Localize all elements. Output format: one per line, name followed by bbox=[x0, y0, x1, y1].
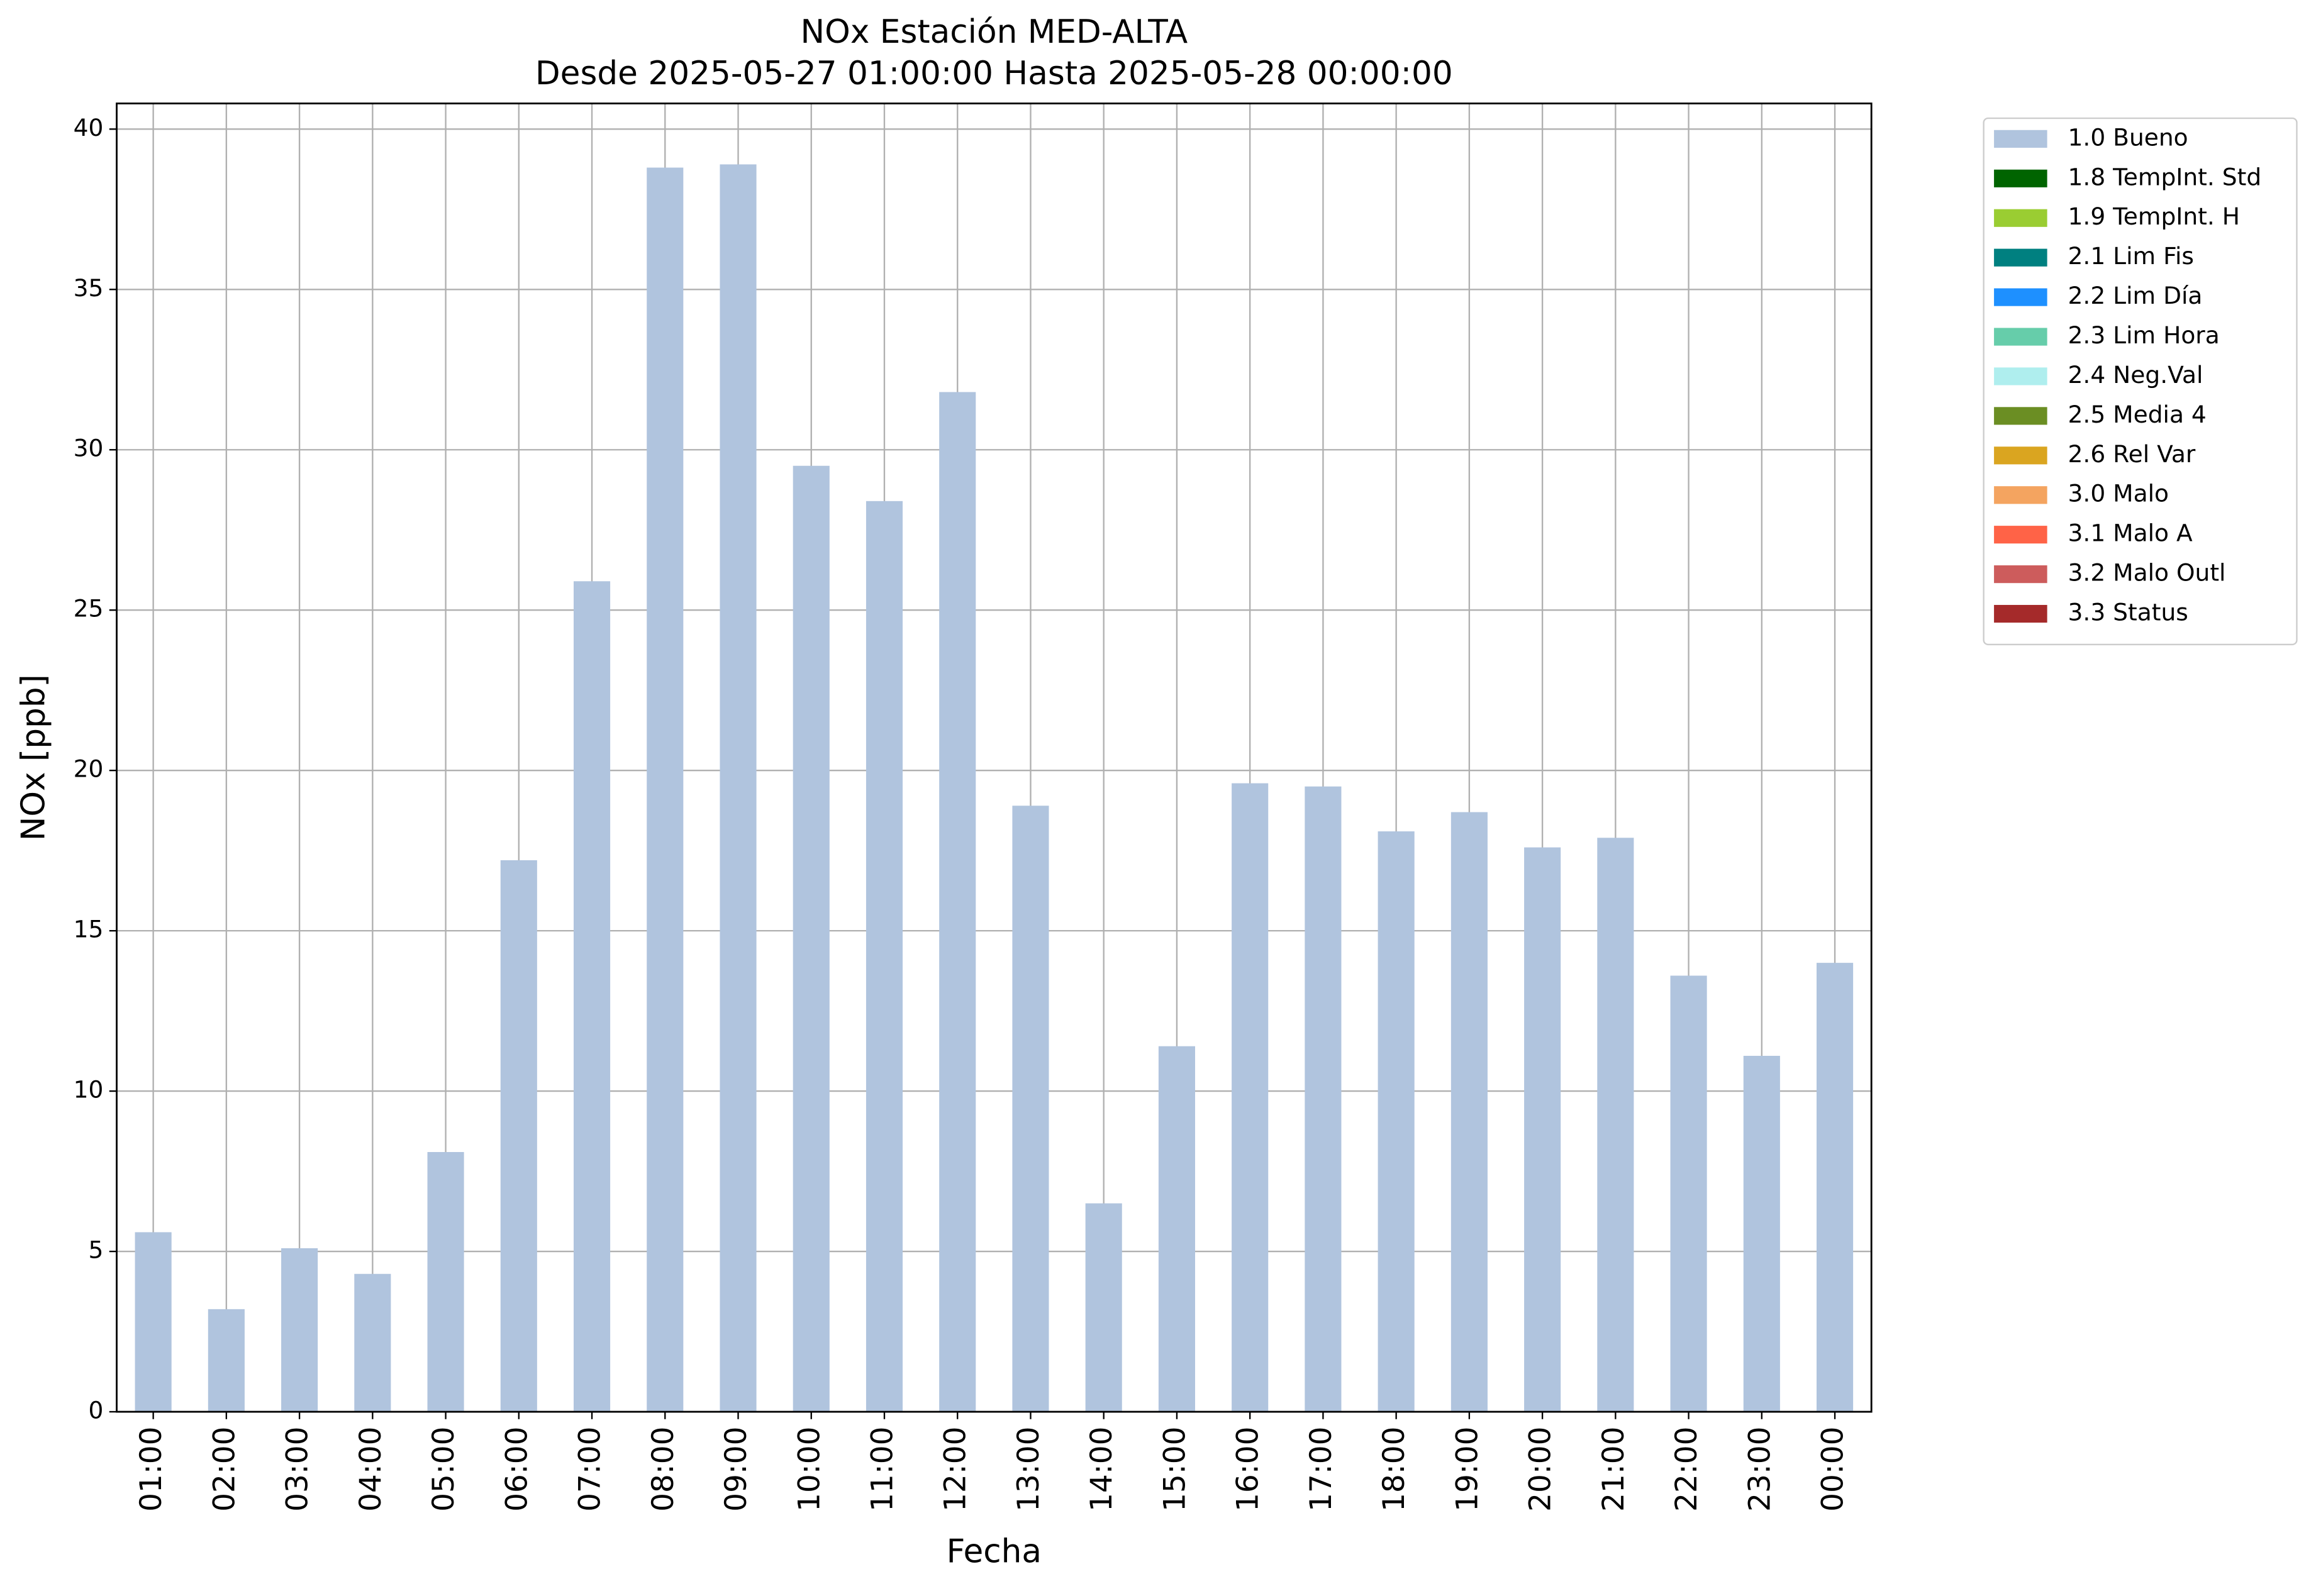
y-tick-label: 10 bbox=[74, 1076, 104, 1104]
legend-label: 3.1 Malo A bbox=[2068, 519, 2193, 547]
bar bbox=[647, 167, 684, 1412]
y-tick-label: 30 bbox=[74, 435, 104, 462]
bar bbox=[1670, 975, 1707, 1412]
x-tick-label: 18:00 bbox=[1377, 1427, 1411, 1512]
x-tick-label: 10:00 bbox=[792, 1427, 827, 1512]
chart-title: NOx Estación MED-ALTA bbox=[801, 13, 1188, 51]
x-tick-label: 19:00 bbox=[1450, 1427, 1484, 1512]
legend-label: 2.2 Lim Día bbox=[2068, 282, 2203, 309]
legend-swatch bbox=[1994, 367, 2047, 385]
bar bbox=[135, 1232, 172, 1412]
x-tick-label: 13:00 bbox=[1011, 1427, 1046, 1512]
legend-label: 1.0 Bueno bbox=[2068, 123, 2188, 151]
y-tick-label: 0 bbox=[88, 1397, 103, 1424]
x-tick-label: 04:00 bbox=[354, 1427, 388, 1512]
x-tick-label: 17:00 bbox=[1304, 1427, 1339, 1512]
x-tick-label: 11:00 bbox=[865, 1427, 899, 1512]
bar bbox=[1378, 831, 1415, 1412]
x-tick-label: 15:00 bbox=[1157, 1427, 1192, 1512]
y-tick-label: 35 bbox=[74, 274, 104, 302]
legend-swatch bbox=[1994, 486, 2047, 504]
y-tick-label: 20 bbox=[74, 755, 104, 783]
legend-label: 3.2 Malo Outl bbox=[2068, 559, 2226, 587]
legend-swatch bbox=[1994, 209, 2047, 227]
x-tick-label: 22:00 bbox=[1669, 1427, 1704, 1512]
bar bbox=[1524, 847, 1561, 1412]
bar bbox=[208, 1309, 245, 1412]
x-tick-label: 02:00 bbox=[207, 1427, 242, 1512]
bar bbox=[354, 1273, 391, 1412]
legend-swatch bbox=[1994, 328, 2047, 346]
y-axis-label: NOx [ppb] bbox=[14, 674, 52, 841]
x-axis-label: Fecha bbox=[947, 1532, 1042, 1570]
legend-label: 2.6 Rel Var bbox=[2068, 440, 2196, 468]
y-tick-label: 15 bbox=[74, 916, 104, 943]
y-tick-label: 5 bbox=[88, 1236, 103, 1264]
legend-label: 3.0 Malo bbox=[2068, 480, 2169, 507]
x-tick-label: 03:00 bbox=[281, 1427, 315, 1512]
y-tick-label: 40 bbox=[74, 114, 104, 141]
x-tick-label: 01:00 bbox=[134, 1427, 169, 1512]
legend-swatch bbox=[1994, 407, 2047, 425]
bar bbox=[281, 1248, 318, 1412]
bar bbox=[427, 1151, 464, 1412]
x-tick-label: 23:00 bbox=[1742, 1427, 1777, 1512]
legend-label: 3.3 Status bbox=[2068, 599, 2188, 626]
legend-label: 2.5 Media 4 bbox=[2068, 401, 2207, 428]
bar bbox=[720, 164, 757, 1412]
bar bbox=[793, 465, 830, 1412]
plot-frame bbox=[116, 103, 1873, 1413]
legend-label: 2.4 Neg.Val bbox=[2068, 361, 2203, 389]
legend-swatch bbox=[1994, 288, 2047, 306]
legend-swatch bbox=[1994, 446, 2047, 465]
x-tick-label: 12:00 bbox=[938, 1427, 973, 1512]
bar bbox=[1158, 1046, 1195, 1412]
bar bbox=[1597, 838, 1634, 1412]
bar bbox=[1012, 806, 1049, 1412]
bar bbox=[1305, 786, 1342, 1412]
x-tick-label: 20:00 bbox=[1523, 1427, 1558, 1512]
legend-swatch bbox=[1994, 604, 2047, 623]
legend-label: 2.1 Lim Fis bbox=[2068, 242, 2194, 270]
x-tick-label: 00:00 bbox=[1816, 1427, 1851, 1512]
bar bbox=[1743, 1056, 1780, 1412]
bar bbox=[573, 581, 611, 1412]
legend-swatch bbox=[1994, 130, 2047, 148]
legend-label: 1.8 TempInt. Std bbox=[2068, 163, 2262, 191]
bar bbox=[939, 392, 976, 1412]
x-tick-label: 07:00 bbox=[573, 1427, 608, 1512]
x-tick-label: 08:00 bbox=[646, 1427, 681, 1512]
bar bbox=[500, 860, 537, 1412]
legend-swatch bbox=[1994, 248, 2047, 267]
x-tick-label: 09:00 bbox=[719, 1427, 754, 1512]
bar bbox=[1085, 1203, 1122, 1412]
x-tick-label: 16:00 bbox=[1231, 1427, 1266, 1512]
bar bbox=[1817, 963, 1854, 1412]
legend-box bbox=[1983, 117, 2298, 646]
bar bbox=[1450, 812, 1488, 1412]
x-tick-label: 14:00 bbox=[1084, 1427, 1119, 1512]
chart-subtitle: Desde 2025-05-27 01:00:00 Hasta 2025-05-… bbox=[535, 55, 1453, 92]
legend-label: 2.3 Lim Hora bbox=[2068, 321, 2220, 349]
bar bbox=[866, 501, 903, 1412]
legend-swatch bbox=[1994, 565, 2047, 584]
legend-swatch bbox=[1994, 169, 2047, 187]
legend-label: 1.9 TempInt. H bbox=[2068, 202, 2241, 230]
legend-swatch bbox=[1994, 526, 2047, 544]
bar bbox=[1232, 783, 1269, 1412]
x-tick-label: 06:00 bbox=[499, 1427, 534, 1512]
y-tick-label: 25 bbox=[74, 595, 104, 623]
x-tick-label: 05:00 bbox=[426, 1427, 461, 1512]
x-tick-label: 21:00 bbox=[1596, 1427, 1631, 1512]
